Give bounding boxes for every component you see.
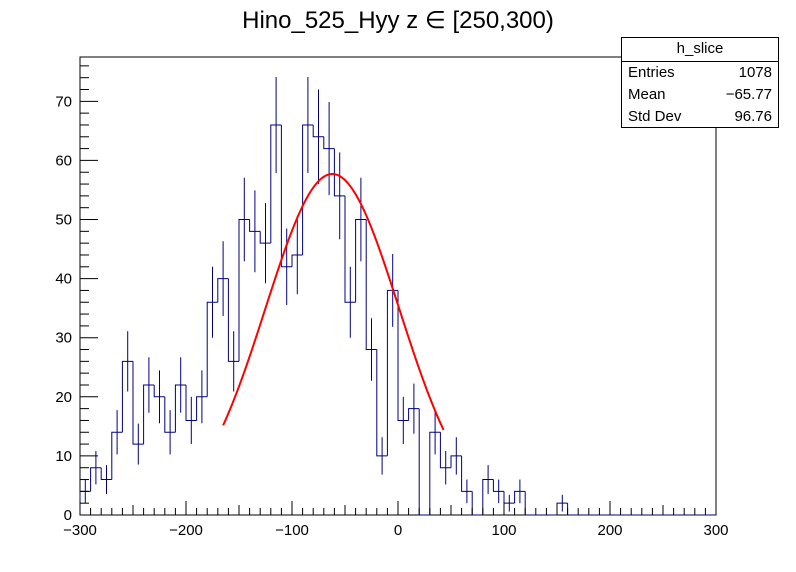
histogram-bin bbox=[408, 408, 420, 421]
x-tick-label: −200 bbox=[169, 522, 203, 539]
histogram-bin bbox=[280, 124, 292, 268]
stats-value: 1078 bbox=[738, 64, 772, 81]
y-tick-label: 70 bbox=[55, 93, 72, 110]
x-tick-label: 200 bbox=[597, 522, 622, 539]
histogram-bin bbox=[302, 124, 314, 255]
histogram-bin bbox=[482, 479, 494, 515]
stats-label: Std Dev bbox=[628, 108, 682, 125]
histogram-bin bbox=[365, 219, 377, 351]
histogram-bin bbox=[270, 124, 282, 244]
y-tick-label: 50 bbox=[55, 212, 72, 229]
histogram-bin bbox=[121, 360, 133, 433]
stats-label: Entries bbox=[628, 64, 675, 81]
y-tick-label: 40 bbox=[55, 271, 72, 288]
histogram-bin bbox=[471, 491, 483, 516]
histogram-bin bbox=[174, 384, 186, 433]
error-bars bbox=[84, 76, 563, 512]
histogram-bin bbox=[386, 289, 398, 456]
y-tick-label: 60 bbox=[55, 152, 72, 169]
stats-box: h_slice Entries 1078 Mean −65.77 Std Dev… bbox=[621, 37, 779, 128]
x-tick-label: 100 bbox=[491, 522, 516, 539]
histogram-bin bbox=[291, 254, 303, 267]
histogram-bin bbox=[429, 431, 441, 515]
histogram-bin bbox=[90, 467, 102, 492]
x-tick-label: 300 bbox=[703, 522, 728, 539]
stats-name: h_slice bbox=[622, 38, 778, 62]
stats-value: 96.76 bbox=[734, 108, 772, 125]
y-tick-label: 30 bbox=[55, 330, 72, 347]
x-tick-label: −300 bbox=[63, 522, 97, 539]
stats-row-mean: Mean −65.77 bbox=[622, 84, 778, 106]
fit-curve bbox=[222, 173, 445, 431]
y-tick-label: 0 bbox=[64, 507, 72, 524]
histogram-bin bbox=[567, 503, 579, 516]
histogram-bin bbox=[355, 219, 367, 303]
stats-label: Mean bbox=[628, 86, 666, 103]
histogram-bin bbox=[143, 384, 155, 445]
chart-title: Hino_525_Hyy z ∈ [250,300) bbox=[242, 7, 554, 34]
histogram-bin bbox=[450, 455, 462, 468]
histogram-bin bbox=[100, 467, 112, 481]
histogram-bin bbox=[196, 396, 208, 421]
histogram-bin bbox=[514, 490, 526, 504]
axes: −300 −200 −100 0 100 200 300 0 10 20 30 40 50 60 70 bbox=[55, 65, 729, 539]
histogram-bin bbox=[344, 195, 356, 303]
histogram-bin bbox=[153, 384, 165, 398]
gaussian-fit bbox=[222, 173, 445, 431]
histogram-bin bbox=[164, 396, 176, 433]
histogram-bin bbox=[132, 361, 144, 445]
histogram-bin bbox=[439, 432, 451, 469]
histogram-bin bbox=[492, 479, 504, 492]
histogram-bin bbox=[249, 219, 261, 232]
histogram-bin bbox=[333, 148, 345, 197]
stats-row-entries: Entries 1078 bbox=[622, 62, 778, 84]
histogram-bin bbox=[238, 219, 250, 362]
x-tick-label: 0 bbox=[394, 522, 402, 539]
histogram-bin bbox=[259, 231, 271, 244]
histogram-bin bbox=[217, 278, 229, 303]
histogram-bin bbox=[323, 136, 335, 150]
histogram-bin bbox=[185, 384, 197, 421]
y-tick-label: 10 bbox=[55, 448, 72, 465]
histogram-bin bbox=[206, 301, 218, 397]
histogram-bin bbox=[111, 431, 123, 480]
histogram-bin bbox=[524, 491, 536, 516]
x-tick-label: −100 bbox=[275, 522, 309, 539]
stats-row-stddev: Std Dev 96.76 bbox=[622, 106, 778, 128]
histogram-bin bbox=[418, 408, 430, 516]
histogram-bin bbox=[397, 290, 409, 421]
histogram-bin bbox=[312, 124, 324, 138]
histogram-bin bbox=[227, 278, 239, 362]
y-tick-label: 20 bbox=[55, 389, 72, 406]
stats-value: −65.77 bbox=[725, 86, 772, 103]
histogram-bin bbox=[376, 349, 388, 457]
histogram bbox=[79, 124, 716, 516]
histogram-bin bbox=[461, 455, 473, 492]
